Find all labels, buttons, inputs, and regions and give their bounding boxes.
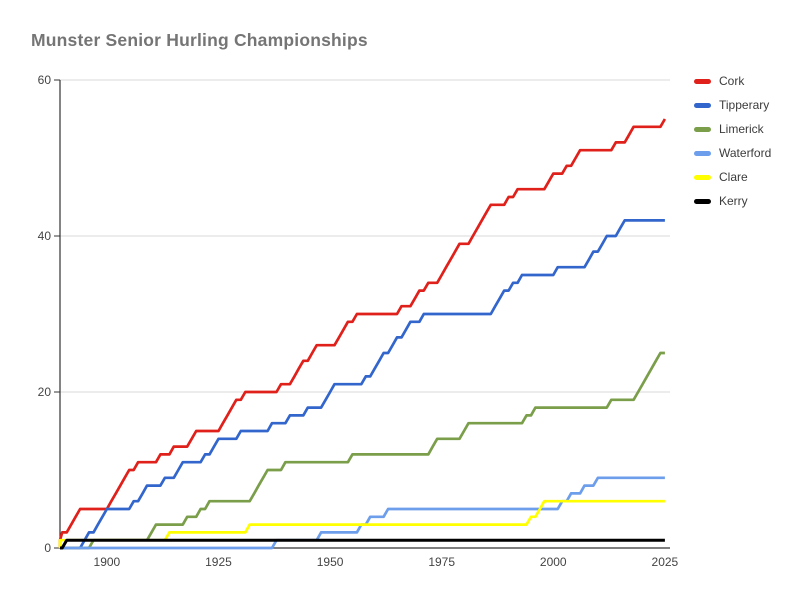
x-tick-label: 1975: [428, 555, 455, 569]
legend-item-waterford: Waterford: [694, 141, 771, 165]
series-line-limerick: [60, 351, 665, 550]
y-tick-label: 40: [38, 229, 52, 243]
legend-item-limerick: Limerick: [694, 117, 771, 141]
legend-swatch-kerry: [694, 198, 711, 204]
legend-item-tipperary: Tipperary: [694, 93, 771, 117]
chart-title: Munster Senior Hurling Championships: [31, 30, 368, 50]
legend-swatch-tipperary: [694, 102, 711, 108]
series-line-cork: [58, 118, 667, 548]
legend-swatch-waterford: [694, 150, 711, 156]
series-line-kerry: [60, 538, 665, 550]
series-line-tipperary: [60, 219, 665, 550]
legend-label: Clare: [719, 170, 748, 184]
legend-item-kerry: Kerry: [694, 189, 771, 213]
series-line-waterford: [60, 476, 665, 550]
legend-swatch-limerick: [694, 126, 711, 132]
legend-label: Cork: [719, 74, 745, 88]
y-tick-label: 60: [38, 73, 52, 87]
y-tick-label: 0: [44, 541, 51, 555]
x-tick-label: 1950: [317, 555, 344, 569]
legend-item-cork: Cork: [694, 69, 771, 93]
x-tick-label: 2000: [540, 555, 567, 569]
legend: Cork Tipperary Limerick Waterford Clare Kerry: [694, 69, 771, 213]
legend-swatch-clare: [694, 174, 711, 180]
x-tick-label: 1925: [205, 555, 232, 569]
legend-swatch-cork: [694, 78, 711, 84]
y-tick-label: 20: [38, 385, 52, 399]
legend-label: Waterford: [719, 146, 772, 160]
legend-label: Kerry: [719, 194, 748, 208]
legend-item-clare: Clare: [694, 165, 771, 189]
x-tick-label: 2025: [652, 555, 679, 569]
legend-label: Tipperary: [719, 98, 770, 112]
legend-label: Limerick: [719, 122, 764, 136]
x-tick-label: 1900: [94, 555, 121, 569]
